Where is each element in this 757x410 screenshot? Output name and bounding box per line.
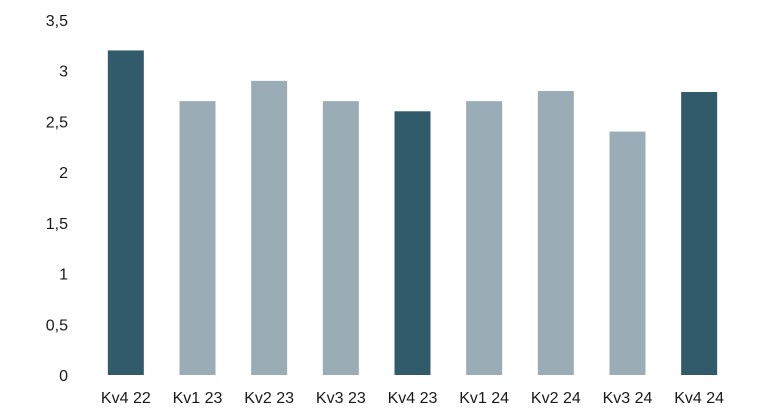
bar (107, 50, 144, 376)
bar (609, 131, 646, 375)
y-tick-label: 3,5 (46, 13, 68, 30)
x-tick-label: Kv2 23 (244, 390, 294, 407)
y-tick-label: 2,5 (46, 114, 68, 131)
x-tick-label: Kv3 23 (316, 390, 366, 407)
y-tick-label: 0,5 (46, 317, 68, 334)
y-tick-label: 1 (59, 267, 68, 284)
x-axis: Kv4 22 Kv1 23 Kv2 23 Kv3 23 Kv4 23 Kv1 24 Kv2 … (101, 390, 724, 407)
bar (394, 111, 431, 376)
y-tick-label: 1,5 (46, 216, 68, 233)
y-axis: 0 0,5 1 1,5 2 2,5 3 3,5 (46, 13, 68, 385)
bar (681, 92, 718, 375)
x-tick-label: Kv2 24 (531, 390, 581, 407)
x-tick-label: Kv1 24 (459, 390, 509, 407)
bar (179, 101, 216, 376)
x-tick-label: Kv4 24 (674, 390, 724, 407)
bar (537, 91, 574, 375)
bars-group (107, 50, 718, 376)
bar (466, 101, 503, 376)
bar (322, 101, 359, 376)
y-tick-label: 2 (59, 165, 68, 182)
y-tick-label: 0 (59, 368, 68, 385)
x-tick-label: Kv3 24 (603, 390, 653, 407)
y-tick-label: 3 (59, 64, 68, 81)
x-tick-label: Kv1 23 (173, 390, 223, 407)
bar (251, 80, 288, 375)
x-tick-label: Kv4 23 (388, 390, 438, 407)
x-tick-label: Kv4 22 (101, 390, 151, 407)
